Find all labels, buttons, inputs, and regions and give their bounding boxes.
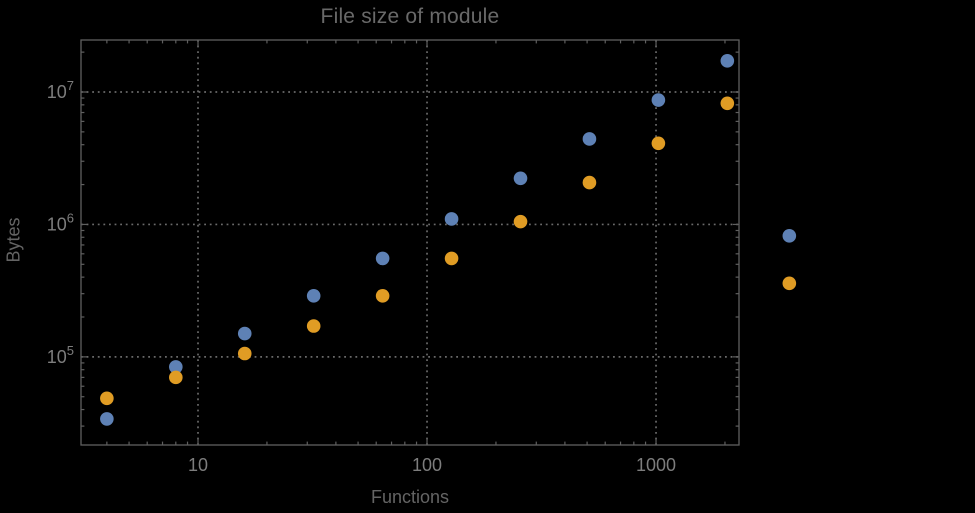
- data-point-orange: [169, 370, 183, 385]
- data-point-orange: [582, 175, 597, 190]
- data-point-orange: [237, 346, 252, 361]
- data-point-blue: [100, 412, 114, 426]
- data-point-blue: [237, 326, 252, 341]
- data-point-blue: [169, 360, 183, 374]
- x-tick-label: 1000: [636, 455, 676, 475]
- data-point-orange: [651, 136, 666, 151]
- data-point-blue: [582, 132, 597, 146]
- y-tick-label: 105: [47, 343, 74, 367]
- data-point-blue: [444, 212, 459, 226]
- data-point-blue: [651, 93, 666, 107]
- y-tick-label: 106: [47, 210, 74, 234]
- data-point-orange: [100, 391, 114, 406]
- y-tick-label: 107: [47, 78, 74, 102]
- data-point-blue: [513, 171, 528, 186]
- data-point-orange: [375, 289, 390, 303]
- data-point-orange: [513, 214, 528, 229]
- data-point-blue: [306, 289, 321, 303]
- plot-frame: [80, 39, 740, 446]
- data-point-orange: [444, 251, 459, 266]
- data-point-orange: [306, 319, 321, 333]
- data-point-blue: [720, 54, 735, 68]
- x-axis-title: Functions: [370, 487, 450, 507]
- chart-title: File size of module: [320, 5, 500, 28]
- x-tick-label: 100: [412, 455, 442, 475]
- data-point-blue: [375, 251, 390, 266]
- x-tick-label: 10: [188, 455, 208, 475]
- outside-point-blue: [782, 229, 797, 243]
- outside-point-orange: [782, 276, 797, 291]
- data-point-orange: [720, 96, 735, 111]
